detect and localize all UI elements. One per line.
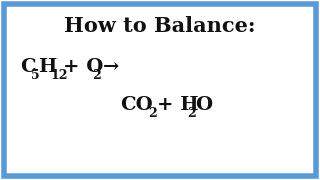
Text: + O: + O [63, 58, 103, 76]
Text: →: → [103, 58, 119, 76]
Text: + H: + H [157, 96, 199, 114]
Text: 5: 5 [31, 69, 40, 82]
Text: 12: 12 [50, 69, 68, 82]
Text: CO: CO [120, 96, 153, 114]
Text: How to Balance:: How to Balance: [64, 16, 256, 36]
Text: 2: 2 [187, 107, 196, 120]
Text: C: C [20, 58, 36, 76]
Text: 2: 2 [92, 69, 101, 82]
Text: H: H [38, 58, 56, 76]
Text: O: O [195, 96, 212, 114]
Text: 2: 2 [148, 107, 157, 120]
